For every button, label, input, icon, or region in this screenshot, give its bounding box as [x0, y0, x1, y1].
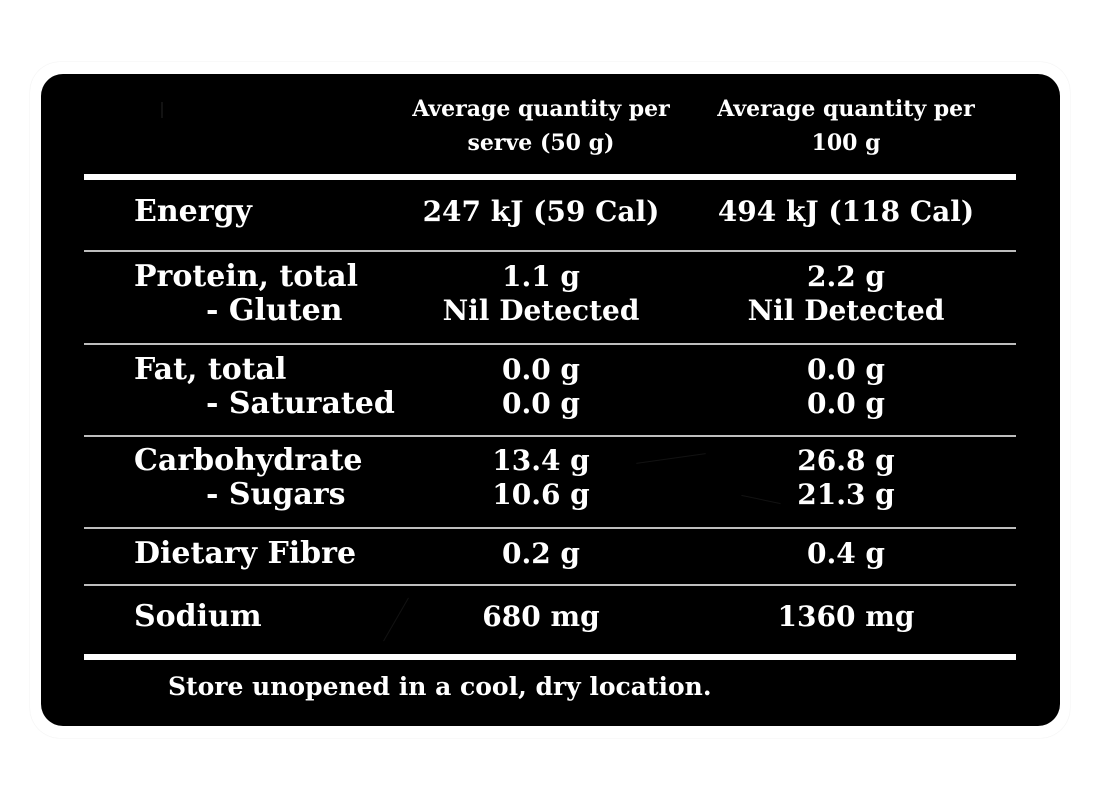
table-bottom-rule — [84, 654, 1016, 660]
texture-scratch — [161, 102, 163, 118]
per-100g-value: 0.0 g — [806, 387, 886, 420]
column-header-line: Average quantity per — [717, 96, 975, 122]
per-serve-value: 680 mg — [482, 600, 600, 633]
nutrient-label: Energy — [134, 194, 252, 229]
per-serve-value: 0.0 g — [501, 353, 581, 386]
storage-note: Store unopened in a cool, dry location. — [168, 672, 712, 701]
column-header-line: serve (50 g) — [467, 130, 615, 156]
column-header-per-100g: Average quantity per 100 g — [701, 92, 991, 160]
column-header-per-serve: Average quantity per serve (50 g) — [396, 92, 686, 160]
per-serve-value: Nil Detected — [442, 294, 640, 327]
nutrition-information-panel: Average quantity per serve (50 g) Averag… — [41, 74, 1060, 726]
column-header-line: 100 g — [811, 130, 881, 156]
nutrient-label: Sodium — [134, 599, 262, 634]
per-100g-value: 0.4 g — [806, 537, 886, 570]
nutrient-sublabel: - Gluten — [206, 293, 343, 328]
nutrient-label: Protein, total — [134, 259, 358, 294]
nutrient-label: Dietary Fibre — [134, 536, 357, 571]
row-divider — [84, 435, 1016, 437]
nutrient-sublabel: - Sugars — [206, 477, 346, 512]
per-serve-value: 247 kJ (59 Cal) — [422, 195, 660, 228]
per-100g-value: 1360 mg — [777, 600, 915, 633]
table-top-rule — [84, 174, 1016, 180]
row-divider — [84, 250, 1016, 252]
row-divider — [84, 343, 1016, 345]
per-100g-value: 0.0 g — [806, 353, 886, 386]
per-serve-value: 10.6 g — [492, 478, 590, 511]
row-divider — [84, 527, 1016, 529]
row-divider — [84, 584, 1016, 586]
per-serve-value: 0.2 g — [501, 537, 581, 570]
nutrient-sublabel: - Saturated — [206, 386, 395, 421]
column-header-line: Average quantity per — [412, 96, 670, 122]
per-serve-value: 1.1 g — [501, 260, 581, 293]
per-100g-value: 2.2 g — [806, 260, 886, 293]
per-100g-value: 26.8 g — [797, 444, 895, 477]
per-serve-value: 13.4 g — [492, 444, 590, 477]
per-100g-value: 494 kJ (118 Cal) — [717, 195, 975, 228]
per-100g-value: 21.3 g — [797, 478, 895, 511]
nutrient-label: Carbohydrate — [134, 443, 363, 478]
per-serve-value: 0.0 g — [501, 387, 581, 420]
per-100g-value: Nil Detected — [747, 294, 945, 327]
nutrient-label: Fat, total — [134, 352, 287, 387]
